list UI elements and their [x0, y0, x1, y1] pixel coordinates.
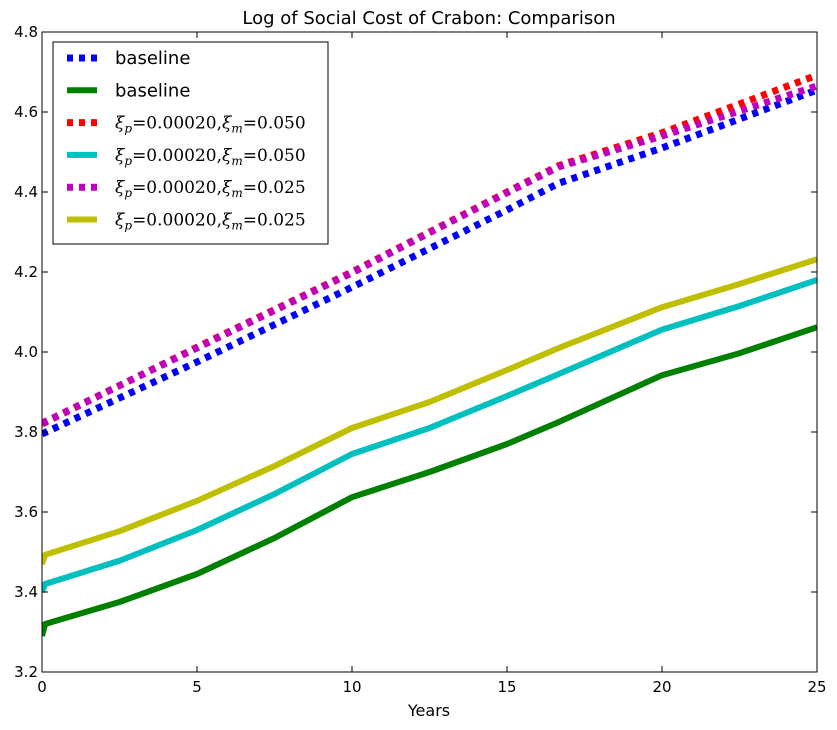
x-axis-label: Years	[407, 701, 450, 720]
legend-label: ξp=0.00020,ξm=0.050	[115, 146, 306, 168]
y-tick-label: 3.2	[14, 663, 38, 681]
series-line-4	[42, 277, 817, 594]
x-axis: 0 5 10 15 20 25	[37, 32, 827, 696]
legend-label: ξp=0.00020,ξm=0.050	[115, 114, 306, 136]
y-tick-label: 4.0	[14, 343, 38, 361]
x-tick-label: 0	[37, 678, 47, 696]
legend-label: baseline	[115, 80, 190, 101]
series-line-5	[42, 82, 817, 427]
x-tick-label: 20	[652, 678, 671, 696]
legend-label: baseline	[115, 48, 190, 69]
series-line-1	[42, 86, 817, 438]
series-line-2	[42, 324, 817, 637]
x-tick-label: 10	[342, 678, 361, 696]
y-tick-label: 4.4	[14, 183, 38, 201]
y-tick-label: 3.6	[14, 503, 38, 521]
plot-lines	[42, 71, 817, 637]
x-tick-label: 25	[807, 678, 826, 696]
legend-box	[52, 41, 329, 245]
y-tick-label: 4.8	[14, 23, 38, 41]
y-tick-label: 4.6	[14, 103, 38, 121]
legend-label: ξp=0.00020,ξm=0.025	[115, 211, 306, 233]
y-axis: 3.2 3.4 3.6 3.8 4.0 4.2 4.4 4.6 4.8	[14, 23, 817, 681]
legend: baseline baseline ξp=0.00020,ξm=0.050 ξp=0.…	[52, 41, 329, 245]
x-tick-label: 15	[497, 678, 516, 696]
y-tick-label: 3.8	[14, 423, 38, 441]
legend-label: ξp=0.00020,ξm=0.025	[115, 178, 306, 200]
y-tick-label: 4.2	[14, 263, 38, 281]
series-line-6	[42, 256, 817, 565]
x-tick-label: 5	[192, 678, 202, 696]
chart-title: Log of Social Cost of Crabon: Comparison	[242, 8, 615, 29]
y-tick-label: 3.4	[14, 583, 38, 601]
